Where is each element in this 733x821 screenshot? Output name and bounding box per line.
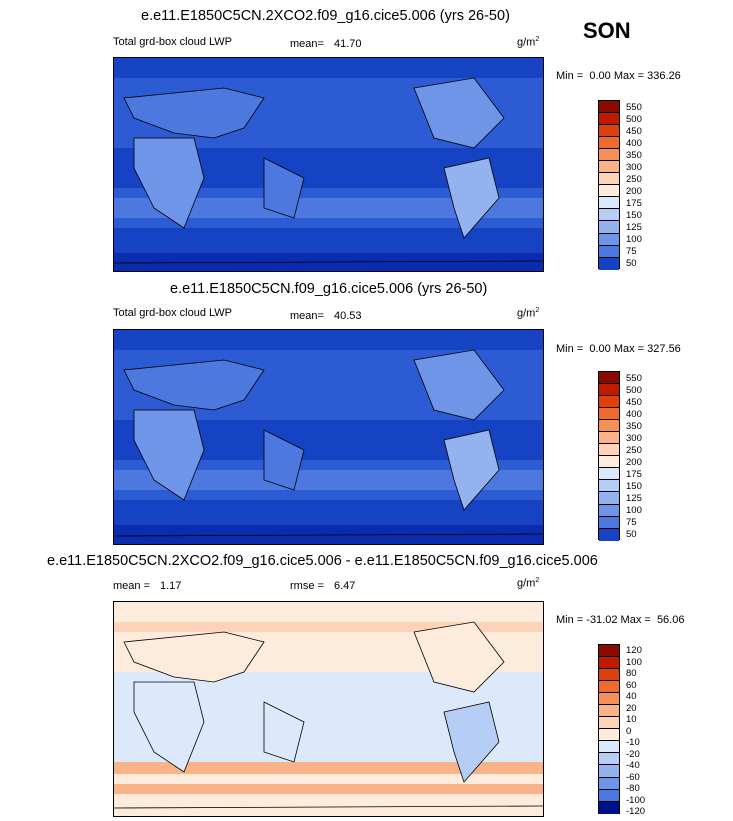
panel3-cbar-label: -60 <box>626 771 640 783</box>
panel3-cbar-label: -80 <box>626 783 640 794</box>
panel3-cbar-label: 100 <box>626 656 642 668</box>
panel2-cbar-label: 550 <box>626 373 642 384</box>
panel2-cbar-label: 300 <box>626 433 642 444</box>
panel1-cbar-label: 250 <box>626 174 642 185</box>
panel3-cbar-label: 120 <box>626 645 642 656</box>
panel2-cbar-label: 50 <box>626 529 637 540</box>
panel1-cbar-label: 75 <box>626 246 637 257</box>
panel1-title: e.e11.E1850C5CN.2XCO2.f09_g16.cice5.006 … <box>141 8 510 24</box>
panel1-minmax: Min = 0.00 Max = 336.26 <box>556 70 681 82</box>
panel2-cbar-label: 100 <box>626 505 642 516</box>
panel1-mean-value: 41.70 <box>334 38 362 50</box>
panel1-cbar-label: 550 <box>626 102 642 113</box>
panel3-mean-label: mean = <box>113 580 150 592</box>
panel2-cbar-label: 75 <box>626 517 637 528</box>
panel3-map <box>113 601 544 817</box>
panel3-rmse-value: 6.47 <box>334 580 356 592</box>
panel2-cbar-label: 200 <box>626 457 642 468</box>
panel2-title: e.e11.E1850C5CN.f09_g16.cice5.006 (yrs 2… <box>170 281 488 297</box>
panel2-mean-label: mean= <box>290 310 324 322</box>
panel3-cbar-label: -120 <box>626 806 646 817</box>
panel1-cbar-label: 500 <box>626 114 642 125</box>
panel2-cbar-label: 250 <box>626 445 642 456</box>
panel2-unit: g/m2 <box>517 307 540 320</box>
panel3-minmax: Min = -31.02 Max = 56.06 <box>556 614 685 626</box>
panel2-cbar-label: 500 <box>626 385 642 396</box>
panel1-field-label: Total grd-box cloud LWP <box>113 36 233 48</box>
panel2-cbar-label: 175 <box>626 469 642 480</box>
panel1-colorbar <box>598 100 620 270</box>
panel1-cbar-label: 300 <box>626 162 642 173</box>
panel2-cbar-label: 450 <box>626 397 642 408</box>
panel1-map-svg <box>114 58 543 271</box>
panel1-cbar-label: 150 <box>626 210 642 221</box>
panel1-cbar-label: 400 <box>626 138 642 149</box>
panel3-rmse-label: rmse = <box>290 580 324 592</box>
panel3-unit: g/m2 <box>517 577 540 590</box>
panel2-map-svg <box>114 330 543 544</box>
panel3-cbar-label: -20 <box>626 748 640 760</box>
panel1-cbar-label: 350 <box>626 150 642 161</box>
panel3-cbar-label: 40 <box>626 691 637 702</box>
panel1-cbar-label: 450 <box>626 126 642 137</box>
panel3-colorbar <box>598 644 620 814</box>
panel2-colorbar <box>598 371 620 541</box>
panel1-cbar-label: 125 <box>626 222 642 233</box>
panel2-mean-value: 40.53 <box>334 310 362 322</box>
panel2-minmax: Min = 0.00 Max = 327.56 <box>556 343 681 355</box>
panel1-cbar-label: 100 <box>626 234 642 245</box>
panel1-unit: g/m2 <box>517 36 540 49</box>
season-label: SON <box>583 18 631 43</box>
panel3-title: e.e11.E1850C5CN.2XCO2.f09_g16.cice5.006 … <box>47 553 598 569</box>
panel2-field-label: Total grd-box cloud LWP <box>113 307 233 319</box>
panel3-cbar-label: 80 <box>626 668 637 679</box>
panel2-cbar-label: 125 <box>626 493 642 504</box>
panel3-cbar-label: 20 <box>626 702 637 714</box>
panel1-map <box>113 57 544 272</box>
panel3-cbar-label: 0 <box>626 725 632 737</box>
panel1-cbar-label: 175 <box>626 198 642 209</box>
panel1-mean-label: mean= <box>290 38 324 50</box>
panel3-map-svg <box>114 602 543 816</box>
panel2-cbar-label: 400 <box>626 409 642 420</box>
panel3-cbar-label: 10 <box>626 714 637 725</box>
panel2-cbar-label: 150 <box>626 481 642 492</box>
panel3-cbar-label: -40 <box>626 760 640 771</box>
panel3-cbar-label: -10 <box>626 737 640 748</box>
panel3-cbar-label: -100 <box>626 794 646 806</box>
panel2-cbar-label: 350 <box>626 421 642 432</box>
panel2-map <box>113 329 544 545</box>
panel1-cbar-label: 200 <box>626 186 642 197</box>
panel1-cbar-label: 50 <box>626 258 637 269</box>
panel3-mean-value: 1.17 <box>160 580 182 592</box>
panel3-cbar-label: 60 <box>626 679 637 691</box>
